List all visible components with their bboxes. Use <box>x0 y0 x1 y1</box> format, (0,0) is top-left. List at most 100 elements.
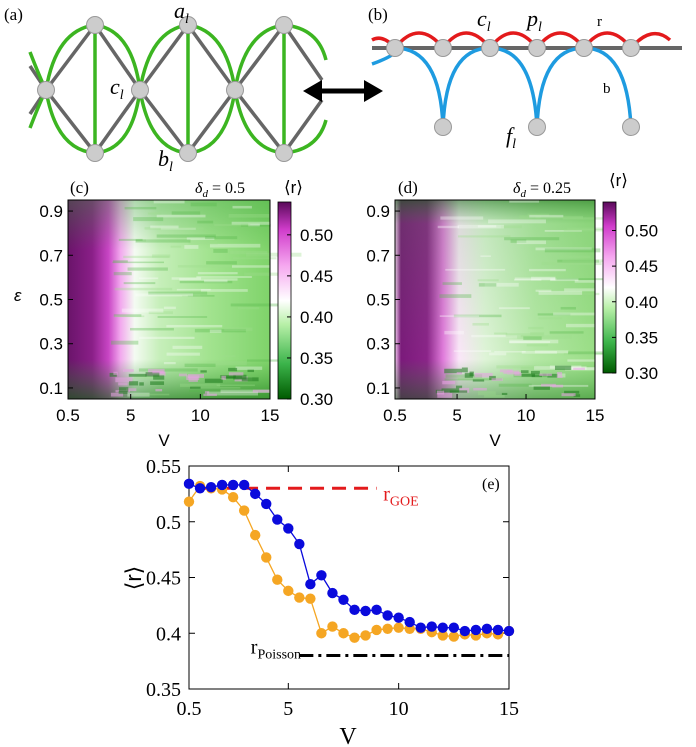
panel-b-lattice-diagram: (b) cl <box>368 5 682 152</box>
series-1-point <box>371 624 382 636</box>
series-1-point <box>283 585 294 597</box>
heatmap-texture-streak <box>209 329 222 333</box>
heatmap-texture-streak <box>194 328 246 333</box>
lattice-a-green-bonds <box>28 23 328 155</box>
line-chart-e-xlabel: V <box>339 724 357 747</box>
heatmap-texture-spot <box>190 386 201 389</box>
heatmap-texture-streak <box>516 240 547 245</box>
series-1-point <box>327 621 338 632</box>
heatmap-texture-spot <box>557 372 563 376</box>
heatmap-texture-streak <box>200 289 248 292</box>
heatmap-texture-spot <box>501 392 508 396</box>
colorbar-tick-label: 0.40 <box>625 293 658 312</box>
series-0-point <box>415 622 426 633</box>
heatmap-texture-spot <box>437 392 453 398</box>
heatmap-texture-streak <box>229 250 268 255</box>
heatmap-texture-streak <box>544 229 582 232</box>
series-0-point <box>503 625 515 637</box>
heatmap-texture-spot <box>547 373 558 378</box>
heatmap-texture-streak <box>550 278 579 282</box>
heatmap-texture-streak <box>526 344 549 347</box>
x-tick-label: 10 <box>389 698 409 720</box>
heatmap-texture-spot <box>204 391 210 394</box>
heatmap-texture-streak <box>564 288 603 292</box>
heatmap-texture-streak <box>568 351 614 355</box>
heatmap-texture-spot <box>115 377 133 383</box>
heatmap-texture-spot <box>503 371 508 374</box>
heatmap-texture-streak <box>113 314 142 317</box>
heatmap-texture-spot <box>541 383 556 387</box>
heatmap-texture-streak <box>248 223 260 227</box>
series-0-point <box>404 616 415 628</box>
heatmap-texture-streak <box>478 283 497 287</box>
site-label-a: al <box>174 0 189 27</box>
heatmap-texture-spot <box>436 390 445 395</box>
heatmap-texture-streak <box>166 352 200 356</box>
x-tick-label: 0.5 <box>177 698 202 720</box>
heatmap-texture-spot <box>188 377 198 382</box>
line-chart-e-ylabel: ⟨r⟩ <box>121 566 146 591</box>
heatmap-texture-streak <box>233 257 277 260</box>
heatmap-texture-streak <box>509 341 551 344</box>
series-0-point <box>283 523 294 534</box>
heatmap-texture-streak <box>498 307 530 310</box>
heatmap-texture-streak <box>498 383 532 387</box>
heatmap-texture-streak <box>514 277 556 280</box>
heatmap-texture-streak <box>138 368 198 372</box>
heatmap-texture-streak <box>477 225 497 228</box>
colorbar-tick-label: 0.50 <box>625 222 658 241</box>
series-1-point <box>448 631 460 642</box>
heatmap-texture-streak <box>563 352 606 356</box>
panel-a-tag: (a) <box>4 5 23 24</box>
heatmap-texture-streak <box>163 306 176 310</box>
heatmap-texture-spot <box>188 373 204 378</box>
heatmap-d: (d) δd = 0.25 0.5 5 10 150.10.30.50.70.9 V … <box>366 171 658 450</box>
heatmap-texture-spot <box>444 368 462 374</box>
heatmap-texture-spot <box>442 380 456 385</box>
heatmap-texture-streak <box>190 202 217 207</box>
heatmap-texture-streak <box>231 265 278 268</box>
heatmap-c: (c) δd = 0.5 0.5 5 10 15 0.1 0.3 0.5 0.7 0.9 ε V… <box>14 178 333 450</box>
heatmap-texture-streak <box>133 217 164 222</box>
heatmap-texture-streak <box>213 248 228 253</box>
heatmap-texture-spot <box>153 375 165 380</box>
bond-label-r: r <box>597 14 602 30</box>
heatmap-texture-spot <box>118 382 128 386</box>
heatmap-texture-streak <box>471 334 521 338</box>
heatmap-texture-streak <box>437 225 460 229</box>
heatmap-texture-streak <box>110 340 139 345</box>
heatmap-texture-streak <box>562 259 611 263</box>
series-0-point <box>272 514 283 525</box>
heatmap-texture-streak <box>528 268 566 272</box>
heatmap-texture-streak <box>439 294 472 298</box>
heatmap-texture-streak <box>156 234 216 238</box>
heatmap-texture-streak <box>147 212 161 215</box>
heatmap-texture-spot <box>573 367 585 370</box>
heatmap-texture-streak <box>245 252 302 257</box>
heatmap-texture-spot <box>150 381 165 385</box>
series-0-point <box>305 578 316 590</box>
heatmap-texture-streak <box>191 387 241 389</box>
x-tick-label: 15 <box>499 698 519 720</box>
series-0-point <box>448 622 460 633</box>
heatmap-texture-streak <box>477 391 496 396</box>
series-0-point <box>426 621 437 632</box>
heatmap-texture-streak <box>139 336 195 340</box>
heatmap-texture-streak <box>204 279 228 283</box>
heatmap-texture-streak <box>135 293 193 297</box>
series-line-0 <box>188 483 510 632</box>
heatmap-texture-streak <box>509 200 540 203</box>
heatmap-texture-streak <box>237 307 260 310</box>
heatmap-c-ylabel: ε <box>14 286 22 305</box>
heatmap-texture-streak <box>445 374 483 378</box>
r-poisson-label: rPoisson <box>251 637 301 663</box>
heatmap-texture-streak <box>214 223 251 227</box>
heatmap-texture-streak <box>556 278 607 281</box>
heatmap-texture-streak <box>148 291 208 295</box>
series-0-point <box>216 479 228 491</box>
heatmap-texture-streak <box>519 215 541 219</box>
site-label-c-b: cl <box>477 6 491 35</box>
heatmap-texture-streak <box>445 268 506 271</box>
heatmap-texture-spot <box>491 378 503 381</box>
